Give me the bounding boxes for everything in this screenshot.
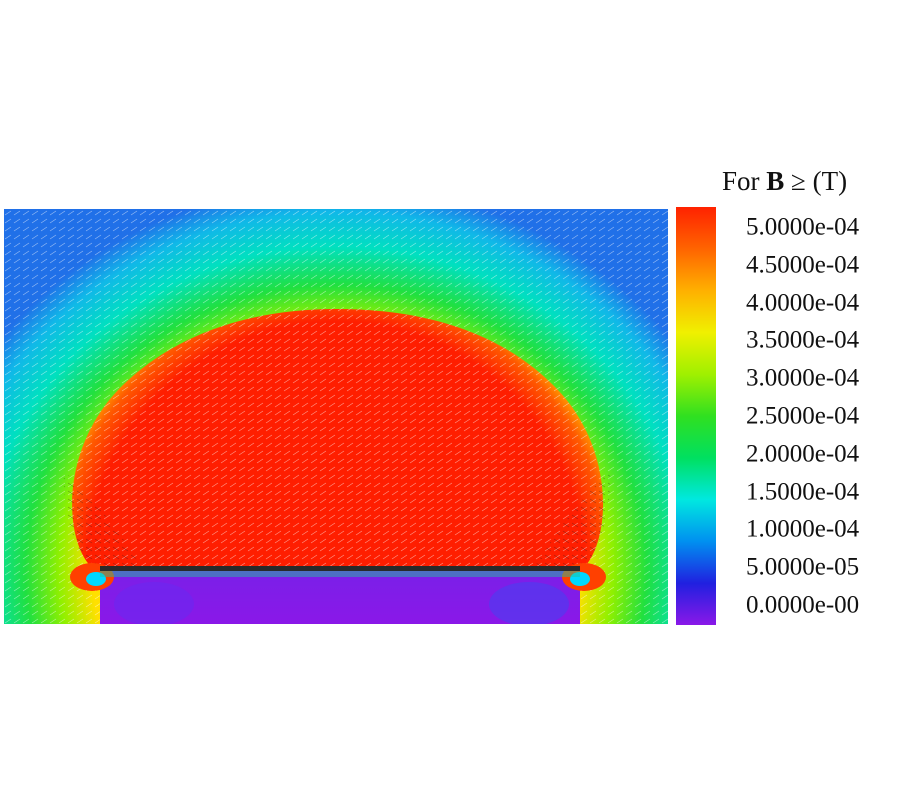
low-field-spot <box>489 582 569 624</box>
colorbar-tick-label: 1.0000e-04 <box>746 515 860 543</box>
colorbar-tick-label: 1.5000e-04 <box>746 478 860 506</box>
colorbar-tick-label: 4.0000e-04 <box>746 289 860 317</box>
low-field-spot <box>114 582 194 624</box>
colorbar-tick-labels: 5.0000e-04 4.5000e-04 4.0000e-04 3.5000e-04… <box>746 207 896 625</box>
conductor-noise <box>100 571 580 577</box>
colorbar-title: For B ≥ (T) <box>722 166 848 196</box>
colorbar-tick-label: 4.5000e-04 <box>746 251 860 279</box>
colorbar-tick-label: 2.5000e-04 <box>746 402 860 430</box>
colorbar-tick-label: 5.0000e-05 <box>746 553 860 581</box>
field-dome-lower-dark-arrows <box>63 471 144 571</box>
conductor-strip <box>100 566 580 571</box>
colorbar-tick-label: 2.0000e-04 <box>746 440 860 468</box>
colorbar-tick-label: 5.0000e-04 <box>746 213 860 241</box>
colorbar-tick-label: 3.0000e-04 <box>746 364 860 392</box>
field-dome-lower-dark-arrows-right <box>532 471 611 571</box>
colorbar-gradient <box>676 207 716 625</box>
colorbar-tick-label: 3.5000e-04 <box>746 326 860 354</box>
colorbar-tick-label: 0.0000e-00 <box>746 591 860 619</box>
colorbar <box>676 207 716 625</box>
magnetic-field-plot <box>4 209 668 624</box>
